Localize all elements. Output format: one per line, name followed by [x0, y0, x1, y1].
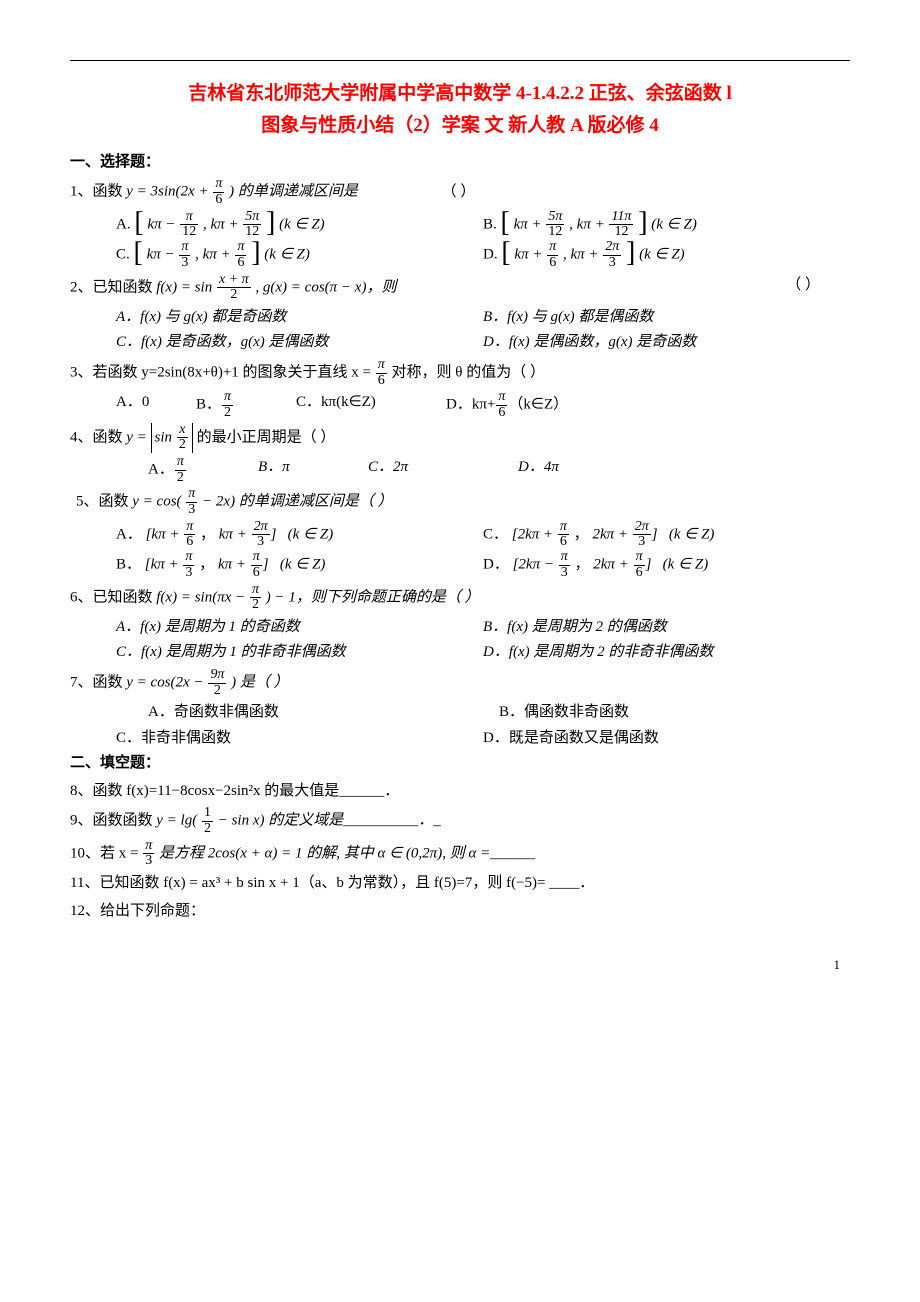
- question-10: 10、若 x = π3 是方程 2cos(x + α) = 1 的解, 其中 α…: [70, 839, 850, 869]
- q6-opt-b: B．f(x) 是周期为 2 的偶函数: [483, 619, 667, 635]
- q2-opt-b: B．f(x) 与 g(x) 都是偶函数: [483, 309, 653, 325]
- question-6: 6、已知函数 f(x) = sin(πx − π2 ) − 1，则下列命题正确的…: [70, 583, 850, 613]
- doc-title-1: 吉林省东北师范大学附属中学高中数学 4-1.4.2.2 正弦、余弦函数 l: [70, 81, 850, 108]
- q6-row-ab: A．f(x) 是周期为 1 的奇函数 B．f(x) 是周期为 2 的偶函数: [70, 615, 850, 641]
- q1-row-ab: A. [ kπ − π12 , kπ + 5π12 ] (k ∈ Z) B. […: [70, 210, 850, 240]
- q2-stem: 2、已知函数: [70, 279, 156, 295]
- q2-row-cd: C．f(x) 是奇函数，g(x) 是偶函数 D．f(x) 是偶函数，g(x) 是…: [70, 330, 850, 356]
- q5-opt-b: B．: [116, 557, 141, 573]
- q7-row-cd: C．非奇非偶函数 D．既是奇函数又是偶函数: [70, 726, 850, 752]
- q6-opt-a: A．f(x) 是周期为 1 的奇函数: [116, 619, 300, 635]
- q1-paren: （ ）: [442, 184, 476, 200]
- q4-opts: A．π2 B．π C．2π D．4π: [70, 455, 850, 485]
- page-number: 1: [70, 954, 850, 976]
- top-rule: [70, 60, 850, 61]
- q7-row-ab: A．奇函数非偶函数 B．偶函数非奇函数: [70, 700, 850, 726]
- q7-opt-d: D．既是奇函数又是偶函数: [483, 730, 659, 746]
- question-4: 4、函数 y = sin x2 的最小正周期是（ ）: [70, 423, 850, 453]
- q7-opt-a: A．奇函数非偶函数: [148, 704, 279, 720]
- q3-stem-a: 3、若函数 y=2sin(8x+θ)+1 的图象关于直线 x =: [70, 365, 375, 381]
- q4-opt-d: D．4π: [518, 459, 559, 475]
- question-7: 7、函数 y = cos(2x − 9π2 ) 是（ ）: [70, 668, 850, 698]
- doc-title-2: 图象与性质小结（2）学案 文 新人教 A 版必修 4: [70, 110, 850, 142]
- q6-opt-d: D．f(x) 是周期为 2 的非奇非偶函数: [483, 644, 713, 660]
- q2-opt-c: C．f(x) 是奇函数，g(x) 是偶函数: [116, 334, 328, 350]
- q2-opt-a: A．f(x) 与 g(x) 都是奇函数: [116, 309, 286, 325]
- q1-stem-a: 1、函数: [70, 184, 126, 200]
- q3-opts: A．0 B．π2 C．kπ(k∈Z) D．kπ+π6（k∈Z）: [70, 390, 850, 420]
- q2-paren: （ ）: [786, 273, 820, 299]
- question-12: 12、给出下列命题：: [70, 899, 850, 925]
- q1-opt-a: A.: [116, 216, 131, 232]
- q4-opt-c: C．2π: [368, 459, 408, 475]
- question-3: 3、若函数 y=2sin(8x+θ)+1 的图象关于直线 x = π6 对称，则…: [70, 358, 850, 388]
- q5-row-ac: A． [kπ + π6 ， kπ + 2π3] (k ∈ Z) C． [2kπ …: [70, 520, 850, 550]
- section-1-head: 一、选择题：: [70, 150, 850, 176]
- question-5: 5、函数 y = cos( π3 − 2x) 的单调递减区间是（ ）: [76, 487, 850, 517]
- q7-opt-c: C．非奇非偶函数: [116, 730, 231, 746]
- q5-row-bd: B． [kπ + π3 ， kπ + π6] (k ∈ Z) D． [2kπ −…: [70, 550, 850, 580]
- q3-opt-d: D．kπ+: [446, 397, 495, 413]
- q1-opt-b: B.: [483, 216, 497, 232]
- q2-row-ab: A．f(x) 与 g(x) 都是奇函数 B．f(x) 与 g(x) 都是偶函数: [70, 305, 850, 331]
- q1-close: ) 的单调递减区间是: [229, 184, 358, 200]
- section-2-head: 二、填空题：: [70, 751, 850, 777]
- q3-opt-b: B．: [196, 397, 221, 413]
- question-8: 8、函数 f(x)=11−8cosx−2sin²x 的最大值是______．: [70, 779, 850, 805]
- q3-stem-b: 对称，则 θ 的值为（ ）: [392, 365, 545, 381]
- q7-opt-b: B．偶函数非奇函数: [499, 704, 629, 720]
- q6-opt-c: C．f(x) 是周期为 1 的非奇非偶函数: [116, 644, 346, 660]
- q1-frac: π6: [213, 177, 224, 207]
- q4-opt-b: B．π: [258, 459, 290, 475]
- q6-row-cd: C．f(x) 是周期为 1 的非奇非偶函数 D．f(x) 是周期为 2 的非奇非…: [70, 640, 850, 666]
- q1-expr: y = 3sin(2x +: [126, 184, 212, 200]
- q1-row-cd: C. [ kπ − π3 , kπ + π6 ] (k ∈ Z) D. [ kπ…: [70, 240, 850, 270]
- q5-opt-c: C．: [483, 526, 508, 542]
- question-2: 2、已知函数 f(x) = sin x + π2 , g(x) = cos(π …: [70, 273, 850, 303]
- question-11: 11、已知函数 f(x) = ax³ + b sin x + 1（a、b 为常数…: [70, 871, 850, 897]
- q4-opt-a: A．: [148, 462, 174, 478]
- q5-opt-d: D．: [483, 557, 509, 573]
- q2-opt-d: D．f(x) 是偶函数，g(x) 是奇函数: [483, 334, 696, 350]
- q3-opt-c: C．kπ(k∈Z): [296, 394, 376, 410]
- q3-opt-a: A．0: [116, 394, 149, 410]
- q1-opt-c: C.: [116, 247, 130, 263]
- q5-opt-a: A．: [116, 526, 142, 542]
- question-9: 9、函数函数 y = lg( 12 − sin x) 的定义域是________…: [70, 806, 850, 836]
- q1-opt-d: D.: [483, 247, 498, 263]
- question-1: 1、函数 y = 3sin(2x + π6 ) 的单调递减区间是 （ ）: [70, 177, 850, 207]
